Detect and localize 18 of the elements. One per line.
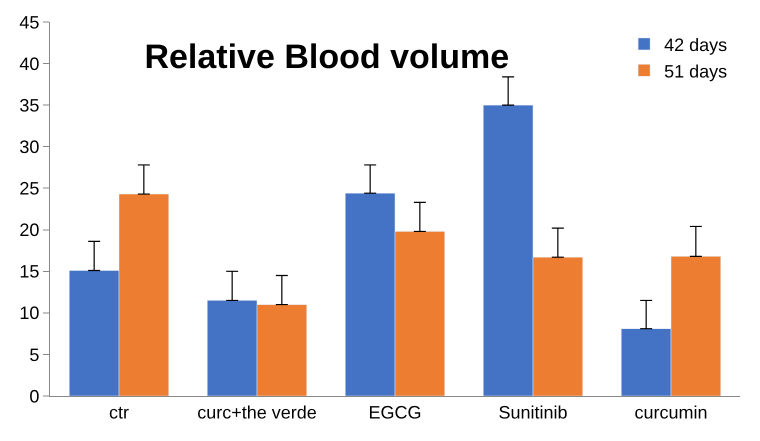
x-tick-label: EGCG xyxy=(368,402,422,423)
y-tick-label: 30 xyxy=(19,136,40,157)
y-tick-label: 25 xyxy=(19,178,40,199)
y-tick-label: 15 xyxy=(19,262,40,282)
x-tick-label: curcumin xyxy=(634,402,708,423)
legend-label: 42 days xyxy=(664,34,728,55)
y-tick-label: 10 xyxy=(19,303,40,324)
y-tick-label: 40 xyxy=(19,54,40,74)
y-tick-label: 45 xyxy=(19,12,40,32)
y-tick-label: 20 xyxy=(19,220,40,240)
y-tick-label: 35 xyxy=(19,95,40,116)
x-tick-label: Sunitinib xyxy=(498,402,568,423)
x-tick-label: ctr xyxy=(109,402,129,423)
x-tick-label: curc+the verde xyxy=(197,402,317,423)
text: Relative Blood volume xyxy=(144,38,510,76)
legend-label: 51 days xyxy=(664,61,728,82)
y-tick-label: 0 xyxy=(29,386,40,406)
y-tick-label: 5 xyxy=(29,344,40,365)
